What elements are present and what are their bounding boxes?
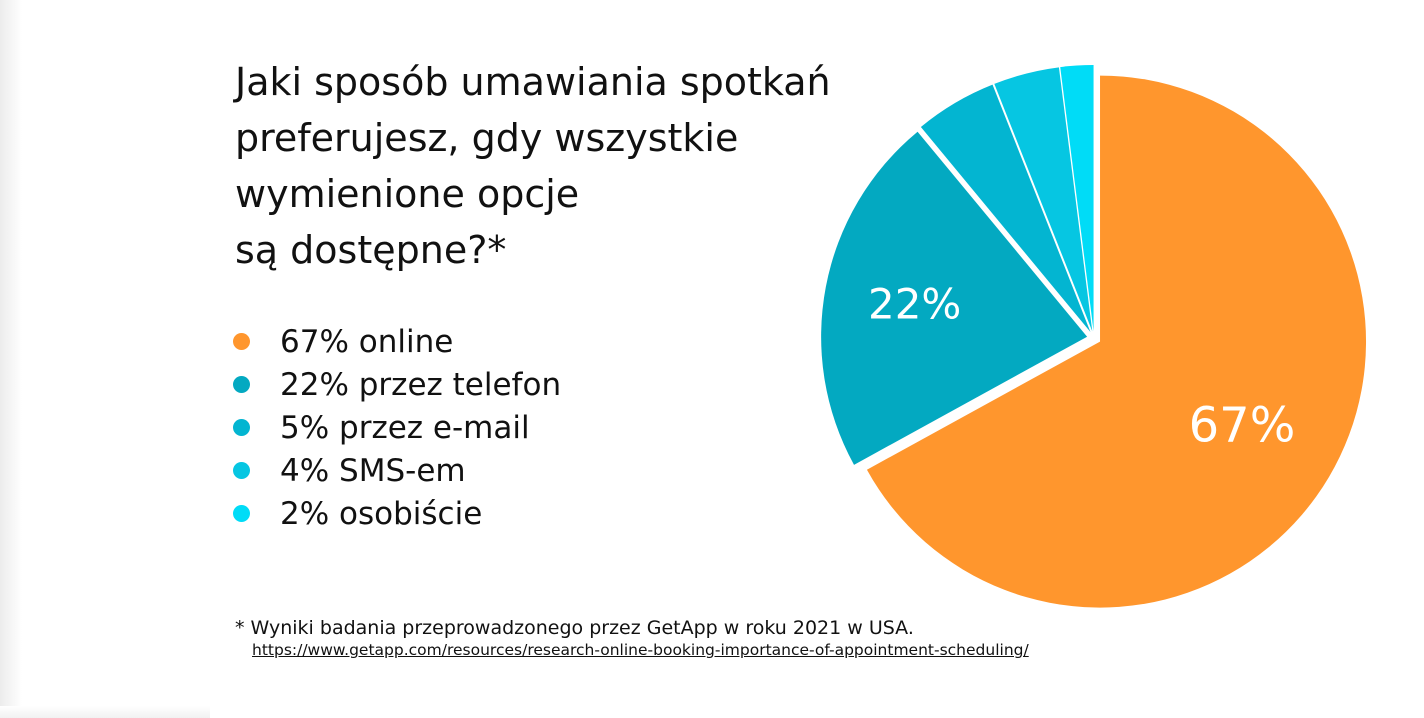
source-link[interactable]: https://www.getapp.com/resources/researc… bbox=[252, 641, 1029, 659]
pie-slice-email bbox=[920, 84, 1091, 332]
title-line-4: są dostępne?* bbox=[235, 228, 507, 272]
title-line-3: wymienione opcje bbox=[235, 172, 580, 216]
title-line-1: Jaki sposób umawiania spotkań bbox=[235, 60, 831, 104]
legend-label-email: 5% przez e-mail bbox=[280, 409, 530, 446]
legend-label-sms: 4% SMS-em bbox=[280, 452, 466, 489]
legend-marker-in-person bbox=[233, 505, 250, 522]
legend-item-online: 67% online bbox=[233, 320, 561, 363]
pie-label-phone: 22% bbox=[868, 279, 961, 328]
title-line-2: preferujesz, gdy wszystkie bbox=[235, 116, 739, 160]
legend-item-phone: 22% przez telefon bbox=[233, 363, 561, 406]
legend-marker-sms bbox=[233, 462, 250, 479]
bottom-edge-shadow bbox=[0, 706, 210, 718]
pie-slice-sms bbox=[994, 67, 1093, 332]
legend-item-sms: 4% SMS-em bbox=[233, 449, 561, 492]
pie-slice-online bbox=[866, 75, 1367, 608]
chart-title: Jaki sposób umawiania spotkań preferujes… bbox=[235, 54, 915, 278]
pie-slice-in-person bbox=[1060, 65, 1094, 332]
legend-label-in-person: 2% osobiście bbox=[280, 495, 483, 532]
legend-label-online: 67% online bbox=[280, 323, 454, 360]
legend-item-email: 5% przez e-mail bbox=[233, 406, 561, 449]
legend-label-phone: 22% przez telefon bbox=[280, 366, 562, 403]
legend-marker-online bbox=[233, 333, 250, 350]
left-edge-shadow bbox=[0, 0, 22, 718]
footnote: * Wyniki badania przeprowadzonego przez … bbox=[235, 617, 914, 639]
legend-item-in-person: 2% osobiście bbox=[233, 492, 561, 535]
pie-label-online: 67% bbox=[1189, 398, 1296, 454]
pie-slice-phone bbox=[821, 131, 1088, 465]
legend-marker-email bbox=[233, 419, 250, 436]
legend-marker-phone bbox=[233, 376, 250, 393]
legend: 67% online 22% przez telefon 5% przez e-… bbox=[233, 320, 561, 535]
